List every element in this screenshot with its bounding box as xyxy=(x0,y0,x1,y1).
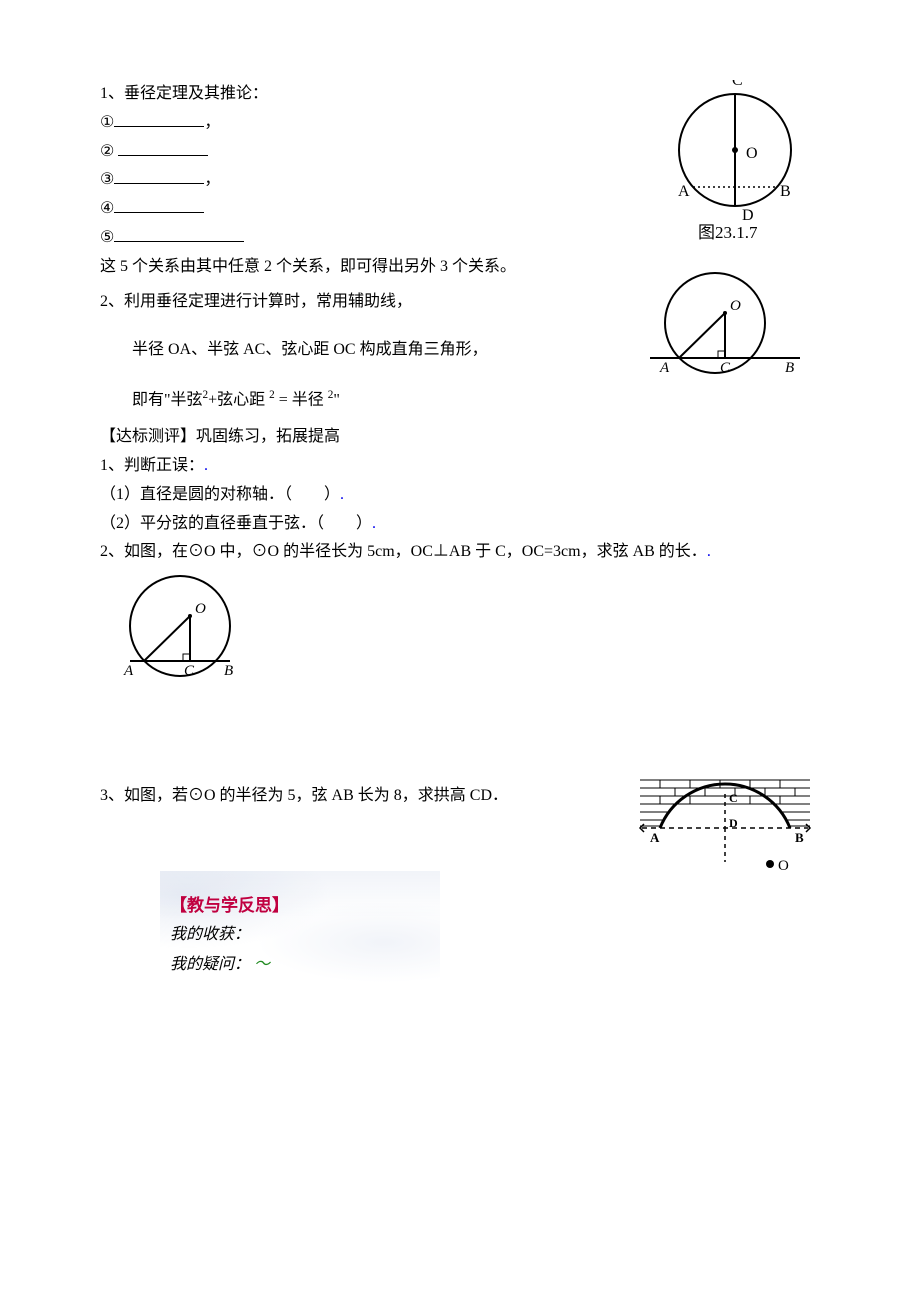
edit-mark-icon: . xyxy=(707,543,711,560)
figure-23-1-7: C O A B D 图23.1.7 xyxy=(660,80,820,261)
reflection-box: 【教与学反思】 我的收获： 我的疑问： ～ xyxy=(160,871,440,990)
reflection-l1: 我的收获： xyxy=(170,921,430,950)
fig3-label-c: C xyxy=(184,663,195,679)
figure-oac-1: O A C B xyxy=(630,268,810,399)
dabiao-q1: 1、判断正误：. xyxy=(100,452,820,481)
fig1-label-b: B xyxy=(780,183,791,200)
fig4-label-d: D xyxy=(729,816,738,830)
reflection-l2: 我的疑问： ～ xyxy=(170,950,430,980)
fig2-label-c: C xyxy=(720,360,731,376)
fig4-label-o: O xyxy=(778,858,789,874)
fig1-label-c: C xyxy=(732,80,743,89)
figure-arch: A B C D O xyxy=(630,772,820,903)
wavy-mark-icon: ～ xyxy=(254,954,270,973)
dabiao-q2: 2、如图，在⊙O 中，⊙O 的半径长为 5cm，OC⊥AB 于 C，OC=3cm… xyxy=(100,538,820,567)
fig3-label-o: O xyxy=(195,601,206,617)
fig2-label-a: A xyxy=(659,360,670,376)
fig4-label-c: C xyxy=(729,791,738,805)
figure-oac-2: O A C B xyxy=(100,571,820,702)
fig3-label-a: A xyxy=(123,663,134,679)
fig1-label-a: A xyxy=(678,183,690,200)
dabiao-q1-1: （1）直径是圆的对称轴．（ ）. xyxy=(100,481,820,510)
edit-mark-icon: . xyxy=(372,515,376,532)
fig1-label-o: O xyxy=(746,145,758,162)
edit-mark-icon: . xyxy=(204,457,208,474)
reflection-title: 【教与学反思】 xyxy=(170,891,430,922)
dabiao-head: 【达标测评】巩固练习，拓展提高 xyxy=(100,423,820,452)
fig2-label-o: O xyxy=(730,298,741,314)
fig4-label-b: B xyxy=(795,830,804,845)
fig4-label-a: A xyxy=(650,830,660,845)
dabiao-q1-2: （2）平分弦的直径垂直于弦．（ ）. xyxy=(100,510,820,539)
edit-mark-icon: . xyxy=(340,486,344,503)
fig1-caption: 图23.1.7 xyxy=(698,223,758,242)
fig1-label-d: D xyxy=(742,207,754,224)
fig2-label-b: B xyxy=(785,360,794,376)
fig3-label-b: B xyxy=(224,663,233,679)
